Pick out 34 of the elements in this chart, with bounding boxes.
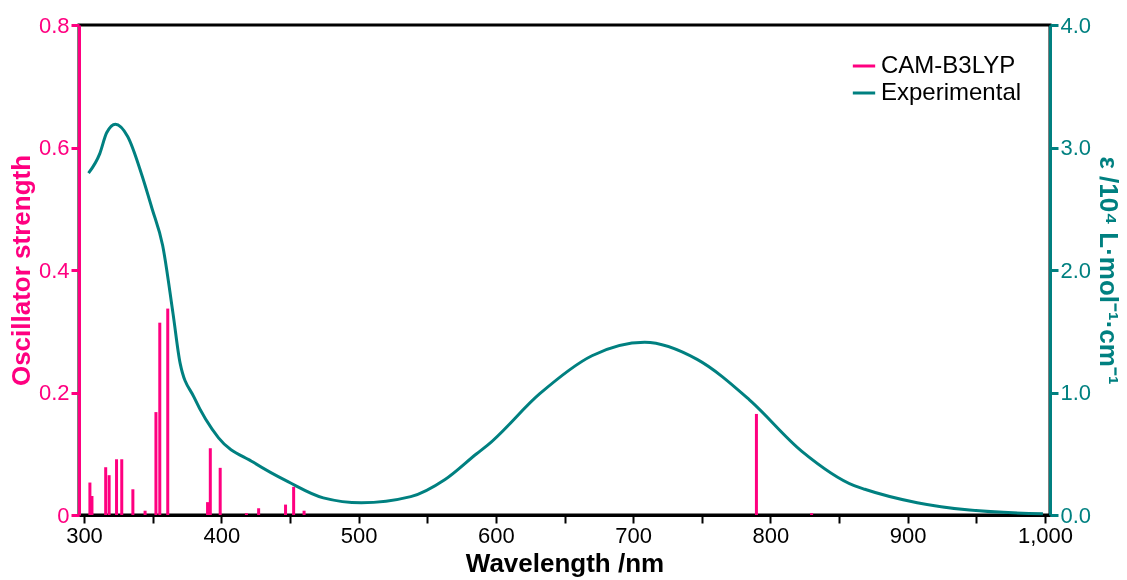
bar — [115, 459, 119, 515]
x-tick-label: 600 — [478, 522, 515, 548]
x-tick-label: 500 — [340, 522, 378, 548]
bar — [302, 510, 306, 515]
bar — [754, 413, 758, 515]
x-tick-label: 800 — [752, 522, 790, 548]
x-axis-title: Wavelength /nm — [465, 547, 665, 578]
bar — [166, 308, 170, 515]
legend-label: CAM-B3LYP — [881, 51, 1016, 78]
y-tick-label: 0.4 — [38, 257, 70, 283]
legend-label: Experimental — [881, 78, 1022, 105]
x-tick-label: 400 — [203, 522, 241, 548]
line-series — [87, 122, 1045, 516]
bar — [158, 322, 162, 515]
y-axis-title: Oscillator strength — [5, 154, 36, 387]
y2-axis-title: ε /10⁴ L·mol⁻¹·cm⁻¹ — [1094, 156, 1125, 385]
bar — [257, 508, 261, 515]
y-tick-label: 0.8 — [38, 12, 70, 38]
y2-tick-label: 1.0 — [1060, 380, 1092, 405]
x-tick-label: 900 — [889, 522, 927, 548]
y2-tick-label: 3.0 — [1060, 135, 1092, 160]
y-tick-label: 0.2 — [38, 380, 70, 405]
bar — [131, 489, 135, 515]
bar — [120, 459, 124, 515]
bar — [284, 504, 288, 515]
bar — [292, 486, 296, 515]
bar — [218, 467, 222, 515]
bar — [104, 467, 108, 515]
y2-tick-label: 2.0 — [1060, 257, 1092, 283]
y-tick-label: 0.6 — [38, 135, 70, 160]
x-tick-label: 700 — [615, 522, 652, 548]
bar — [208, 448, 212, 515]
bar — [143, 510, 147, 515]
y2-tick-label: 4.0 — [1060, 12, 1092, 38]
